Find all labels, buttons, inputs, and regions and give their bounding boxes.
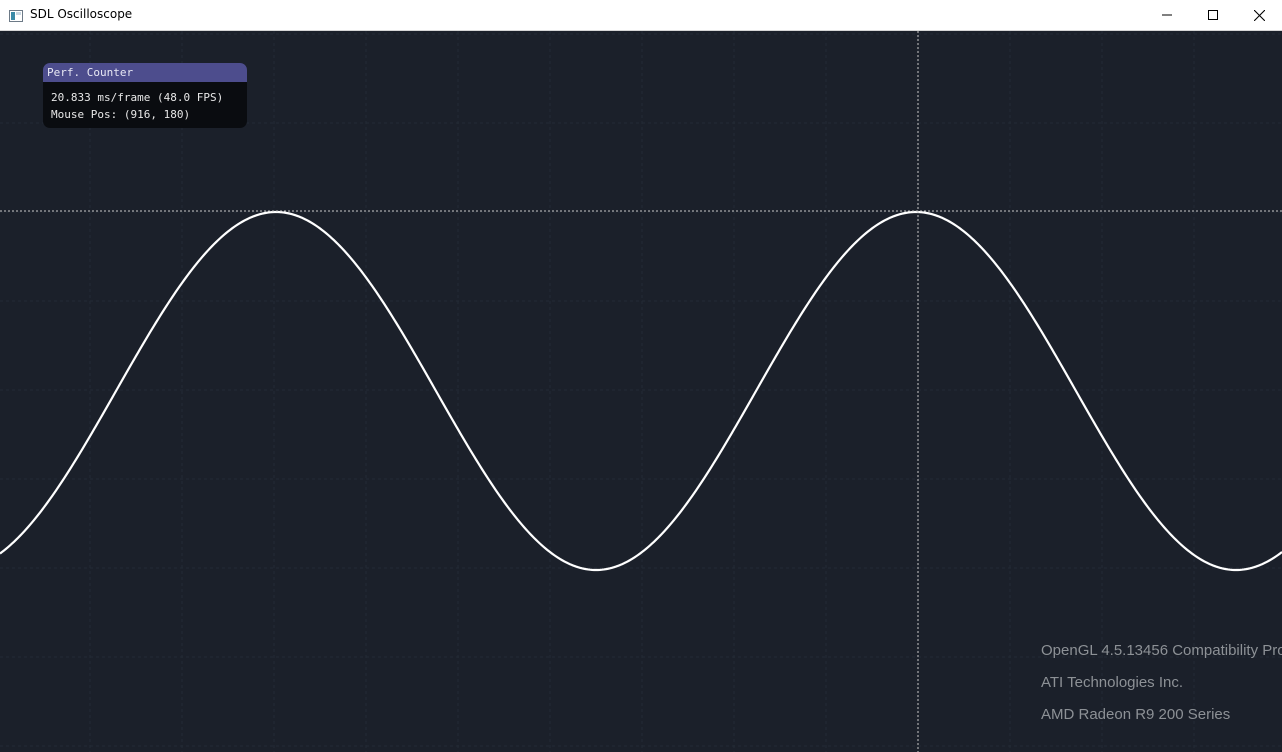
close-icon xyxy=(1253,9,1265,21)
perf-counter-title[interactable]: Perf. Counter xyxy=(43,63,247,82)
maximize-button[interactable] xyxy=(1190,0,1236,30)
waveform-trace xyxy=(0,210,1282,572)
minimize-button[interactable] xyxy=(1144,0,1190,30)
maximize-icon xyxy=(1208,10,1218,20)
oscilloscope-canvas[interactable] xyxy=(0,31,1282,752)
window-title: SDL Oscilloscope xyxy=(30,7,133,21)
perf-counter-panel[interactable]: Perf. Counter 20.833 ms/frame (48.0 FPS)… xyxy=(43,63,247,128)
mouse-pos-readout: Mouse Pos: (916, 180) xyxy=(51,108,191,121)
grid-horizontal xyxy=(0,33,1282,747)
gl-renderer-text: AMD Radeon R9 200 Series xyxy=(1041,706,1231,723)
grid-vertical xyxy=(89,31,1195,752)
scope-plot xyxy=(0,31,1282,752)
gl-vendor-text: ATI Technologies Inc. xyxy=(1041,674,1184,691)
title-bar[interactable]: SDL Oscilloscope xyxy=(0,0,1282,31)
close-button[interactable] xyxy=(1236,0,1282,30)
frame-time-readout: 20.833 ms/frame (48.0 FPS) xyxy=(51,91,224,104)
minimize-icon xyxy=(1162,14,1172,16)
gl-version-text: OpenGL 4.5.13456 Compatibility Profile C… xyxy=(1041,642,1282,659)
app-icon xyxy=(9,9,23,22)
